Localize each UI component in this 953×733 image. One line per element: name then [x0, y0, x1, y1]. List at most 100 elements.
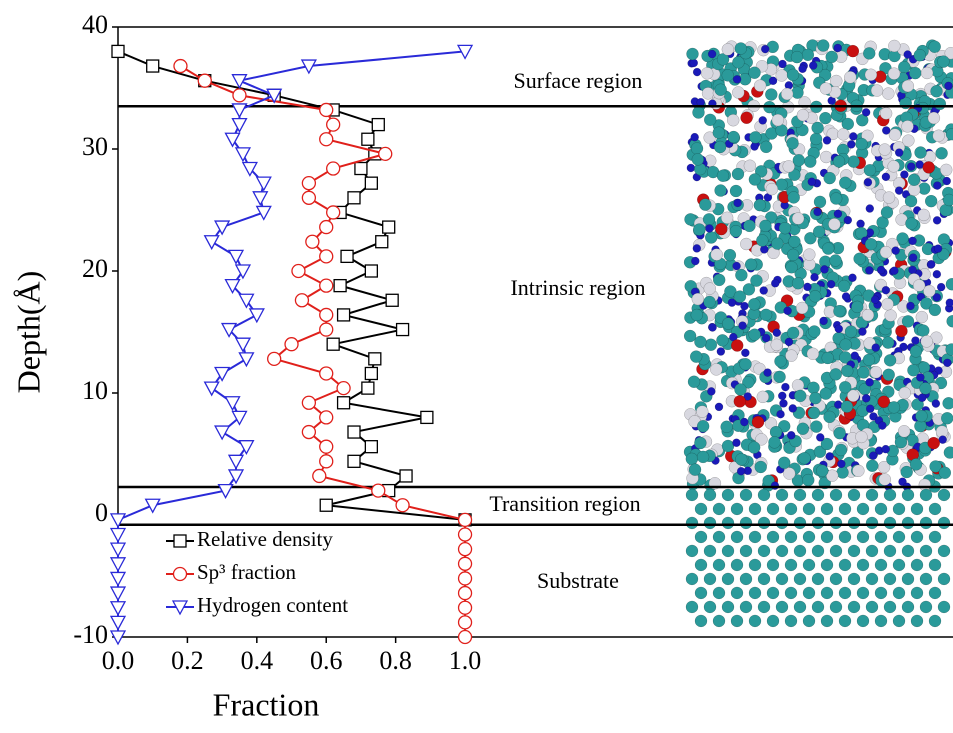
atom	[870, 366, 882, 378]
atom	[855, 431, 867, 443]
atom	[898, 61, 910, 73]
x-tick-label: 0.4	[241, 646, 274, 675]
marker	[239, 294, 253, 307]
marker	[232, 104, 246, 117]
atom	[771, 238, 783, 250]
atom	[749, 559, 761, 571]
atom	[837, 460, 845, 468]
atom	[748, 298, 760, 310]
atom	[776, 601, 788, 613]
atom	[812, 573, 824, 585]
atom	[785, 531, 797, 543]
marker	[320, 308, 333, 321]
atom	[943, 359, 951, 367]
marker	[250, 309, 264, 322]
atom	[909, 237, 917, 245]
atom	[731, 615, 743, 627]
region-label: Transition region	[489, 491, 640, 516]
atom	[820, 317, 828, 325]
atom	[741, 349, 749, 357]
atom	[748, 442, 760, 454]
atom	[847, 45, 859, 57]
atom	[765, 88, 777, 100]
atom	[785, 350, 797, 362]
atom	[722, 573, 734, 585]
atom	[908, 266, 916, 274]
atom	[728, 131, 740, 143]
atom	[690, 351, 702, 363]
atom	[724, 249, 736, 261]
atom	[740, 238, 752, 250]
atom	[857, 587, 869, 599]
atom	[771, 339, 783, 351]
legend-label: Relative density	[197, 527, 333, 551]
atom	[928, 112, 940, 124]
atom	[946, 299, 953, 307]
atom	[778, 457, 790, 469]
marker	[229, 250, 243, 263]
atom	[772, 114, 784, 126]
atom	[730, 225, 742, 237]
atom	[823, 136, 831, 144]
marker	[320, 440, 333, 453]
atom	[787, 137, 799, 149]
legend-label: Sp³ fraction	[197, 560, 297, 584]
atom	[875, 559, 887, 571]
atom	[691, 309, 703, 321]
atom	[931, 85, 943, 97]
atom	[711, 249, 723, 261]
atom	[819, 112, 831, 124]
atom	[918, 209, 930, 221]
atom	[794, 489, 806, 501]
atom	[851, 301, 863, 313]
atom	[713, 615, 725, 627]
atom	[900, 171, 908, 179]
atom	[839, 177, 851, 189]
marker	[215, 221, 229, 234]
marker	[400, 470, 412, 482]
atom	[812, 489, 824, 501]
atom	[758, 489, 770, 501]
atom	[778, 392, 786, 400]
atom	[866, 517, 878, 529]
atom	[938, 545, 950, 557]
atom	[830, 193, 842, 205]
marker	[320, 250, 333, 263]
atom	[812, 122, 824, 134]
marker	[147, 60, 159, 72]
atom	[776, 573, 788, 585]
atom	[732, 168, 744, 180]
atom	[856, 138, 868, 150]
atom	[865, 238, 877, 250]
marker	[376, 236, 388, 248]
atom	[693, 244, 701, 252]
atom	[883, 192, 895, 204]
atom	[703, 213, 715, 225]
atom	[686, 517, 698, 529]
atom	[797, 109, 809, 121]
atom	[943, 194, 953, 206]
atom	[883, 369, 895, 381]
atom	[893, 615, 905, 627]
atom	[911, 503, 923, 515]
atom	[830, 489, 842, 501]
marker	[459, 572, 472, 585]
atom	[824, 172, 836, 184]
atom	[866, 205, 874, 213]
marker	[341, 250, 353, 262]
atom	[792, 379, 804, 391]
marker	[365, 367, 377, 379]
atom	[929, 587, 941, 599]
marker	[313, 469, 326, 482]
atom	[841, 365, 853, 377]
atom	[933, 270, 941, 278]
atom	[777, 410, 785, 418]
atom	[803, 559, 815, 571]
atom	[920, 573, 932, 585]
atom	[722, 43, 734, 55]
atom	[888, 401, 900, 413]
atom	[845, 326, 857, 338]
atom	[893, 559, 905, 571]
atom	[758, 601, 770, 613]
marker	[337, 382, 350, 395]
